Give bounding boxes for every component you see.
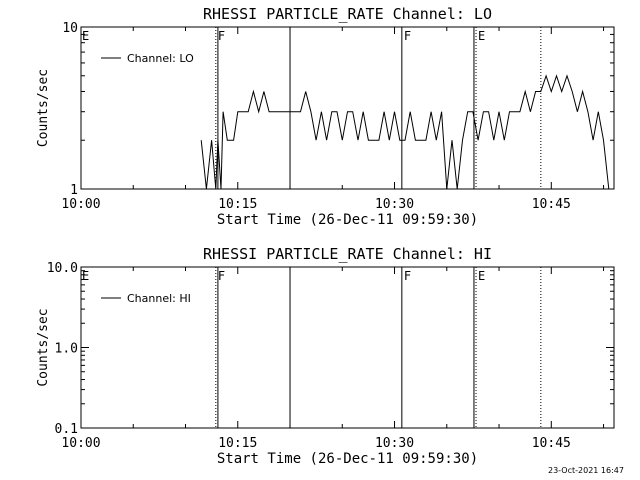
event-flag-label: F [404, 269, 411, 283]
legend-label: Channel: HI [127, 292, 191, 305]
plot-frame [80, 26, 615, 190]
series-line [200, 74, 610, 190]
footer-timestamp: 23-Oct-2021 16:47 [548, 466, 624, 475]
x-tick-label: 10:15 [218, 436, 257, 451]
chart-panel-1: RHESSI PARTICLE_RATE Channel: LO 10:00 10:… [36, 5, 615, 228]
x-tick-label: 10:45 [532, 197, 571, 212]
x-tick-label: 10:30 [375, 197, 414, 212]
x-axis-label: Start Time (26-Dec-11 09:59:30) [217, 451, 478, 467]
x-tick-label: 10:45 [532, 436, 571, 451]
event-flag-label: E [82, 269, 89, 283]
chart-title: RHESSI PARTICLE_RATE Channel: HI [203, 245, 492, 263]
chart-panel-2: RHESSI PARTICLE_RATE Channel: HI 10:00 10:… [36, 245, 615, 467]
y-axis-label: Counts/sec [36, 69, 51, 147]
y-tick-label: 1.0 [55, 342, 78, 357]
y-tick-label: 0.1 [55, 422, 78, 437]
x-tick-label: 10:30 [375, 436, 414, 451]
x-axis-label: Start Time (26-Dec-11 09:59:30) [217, 212, 478, 228]
chart-title: RHESSI PARTICLE_RATE Channel: LO [203, 5, 492, 23]
event-flag-label: E [82, 29, 89, 43]
y-tick-label: 1 [70, 183, 78, 198]
event-flag-label: E [478, 29, 485, 43]
event-flag-label: F [218, 29, 225, 43]
y-tick-label: 10 [62, 21, 78, 36]
x-tick-label: 10:15 [218, 197, 257, 212]
event-flag-label: E [478, 269, 485, 283]
x-tick-label: 10:00 [61, 436, 100, 451]
event-flag-label: F [218, 269, 225, 283]
legend-label: Channel: LO [127, 52, 194, 65]
y-axis-label: Counts/sec [36, 308, 51, 386]
x-tick-label: 10:00 [61, 197, 100, 212]
event-flag-label: F [404, 29, 411, 43]
y-tick-label: 10.0 [47, 261, 78, 276]
